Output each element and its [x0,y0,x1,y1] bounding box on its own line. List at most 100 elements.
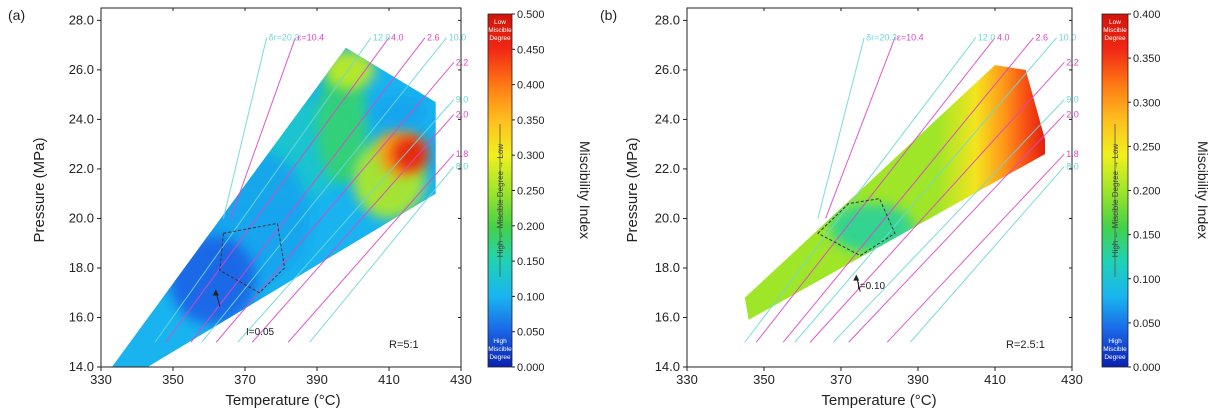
panel-b-y-tick-label-1: 16.0 [655,309,680,324]
panel-a-isoline-0 [222,37,268,219]
panel-b-frame [686,7,1073,368]
panel-a-colorbar-tick-label-9: 0.450 [517,44,545,56]
panel-a-colorbar-tick-label-5: 0.250 [517,186,545,198]
panel-b-colorbar-tick-label-1: 0.050 [1133,318,1161,330]
panel-a-colorbar-tick-label-0: 0.000 [517,362,545,374]
panel-a: (a) δr=20.3ε=10.4 12.0 4.0 2.6 10.0 2.2 9.0 2.0… [8,7,593,409]
panel-b-y-tick-label-6: 26.0 [655,62,680,77]
panel-b-field-patch-0 [829,203,915,254]
panel-a-colorbar-tick-label-7: 0.350 [517,115,545,127]
panel-b-isoline-5 [794,37,1057,343]
panel-a-colorbar: 0.000 0.050 0.100 0.150 0.200 0.250 0.300 0.350… [487,9,545,374]
panel-b-x-tick-label-0: 330 [676,372,698,387]
panel-b-plot-area: δr=20.3 ε=10.4 12.0 4.0 2.6 10.0 2.2 9.0 2.0 1.8 8… [744,33,1079,343]
panel-b-min-label: I=0.10 [857,281,886,292]
panel-b-x-tick-label-2: 370 [830,372,852,387]
panel-a-colorbar-tick-label-3: 0.150 [517,256,545,268]
panel-a-isoline-5 [201,37,447,343]
panel-b-y-axis-title: Pressure (MPa) [624,137,641,242]
panel-a-x-tick-label-2: 370 [234,372,256,387]
panel-b-colorbar-top-text: Low Miscible Degree [1103,19,1127,42]
panel-a-x-tick-label-3: 390 [306,372,328,387]
panel-b-y-tick-label-5: 24.0 [655,111,680,126]
panel-b-colorbar-title: Miscibility Index [1195,141,1208,239]
panel-b-field-base [744,64,1046,320]
panel-a-colorbar-tick-label-4: 0.200 [517,221,545,233]
panel-a-x-tick-label-1: 350 [162,372,184,387]
panel-b-isoline-8 [848,114,1065,343]
panel-a-isoline-label-4: 2.6 [427,33,440,43]
panel-a-isoline-4 [190,37,426,343]
panel-a-axes: 330 350 370 390 410 430 14.0 16.0 18.0 20.0 22.0 24… [69,7,472,387]
panel-a-isoline-6 [215,62,455,343]
panel-b-isoline-label-5: 10.0 [1059,33,1077,43]
panel-a-colorbar-tick-label-6: 0.300 [517,150,545,162]
panel-b-y-tick-label-0: 14.0 [655,359,680,374]
panel-b-isoline-label-8: 2.0 [1066,109,1079,119]
panel-b-colorbar-tick-label-6: 0.300 [1133,97,1161,109]
panel-b-colorbar-arrow-text: High ← Miscible Degree → Low [1111,144,1120,258]
panel-a-isoline-label-10: 8.0 [456,161,469,171]
panel-b: (b) δr=20.3 ε=10.4 12.0 4.0 2.6 10.0 2.2 9.0 2.0… [600,7,1208,409]
panel-a-colorbar-tick-label-10: 0.500 [517,9,545,21]
panel-a-field-patch-7 [392,136,429,172]
panel-b-isoline-4 [782,37,1034,343]
panel-b-isoline-label-9: 1.8 [1066,149,1079,159]
panel-b-x-tick-label-4: 410 [984,372,1006,387]
panel-a-y-tick-label-1: 16.0 [69,309,94,324]
panel-a-isoline-label-7: 9.0 [456,95,469,105]
panel-b-y-tick-label-4: 22.0 [655,161,680,176]
panel-a-isoline-8 [251,114,455,343]
panel-b-min-arrowhead [853,274,860,281]
panel-b-colorbar-tick-label-8: 0.400 [1133,9,1161,21]
panel-a-y-tick-label-5: 24.0 [69,111,94,126]
panel-a-y-tick-label-3: 20.0 [69,210,94,225]
panel-b-isoline-3 [755,37,996,343]
panel-a-x-axis-title: Temperature (°C) [225,392,340,409]
panel-b-min-region [817,198,896,257]
panel-a-isoline-label-6: 2.2 [456,57,469,67]
panel-b-isoline-label-10: 8.0 [1066,161,1079,171]
panel-a-field-patch-3 [317,64,368,184]
panel-b-x-axis-title: Temperature (°C) [821,392,936,409]
panel-a-isoline-label-1: ε=10.4 [297,33,324,43]
panel-b-isoline-1 [825,37,896,219]
panel-a-colorbar-tick-label-2: 0.100 [517,291,545,303]
panel-a-isoline-9 [287,153,455,343]
panel-a-colorbar-bottom-text: High Miscible Degree [488,338,512,361]
panel-b-y-tick-label-2: 18.0 [655,260,680,275]
panel-b-colorbar-tick-label-5: 0.250 [1133,141,1161,153]
panel-a-isoline-label-2: 12.0 [373,33,391,43]
panel-a-isoline-3 [165,37,390,343]
panel-b-isoline-label-7: 9.0 [1066,95,1079,105]
panel-b-ratio-annotation: R=2.5:1 [1006,339,1045,351]
panel-b-isoline-2 [744,37,977,343]
panel-a-colorbar-arrow-text: High ← Miscible Degree → Low [496,144,505,258]
panel-b-isoline-label-2: 12.0 [978,33,996,43]
panel-a-x-tick-label-0: 330 [90,372,112,387]
panel-a-plot-area: δr=20.3ε=10.4 12.0 4.0 2.6 10.0 2.2 9.0 2.0 1.8 8… [111,33,469,367]
panel-b-isoline-label-1: ε=10.4 [897,33,924,43]
panel-b-isoline-0 [817,37,865,219]
panel-b-isoline-6 [809,62,1065,343]
panel-a-x-tick-label-5: 430 [450,372,472,387]
panel-b-isoline-label-0: δr=20.3 [866,33,897,43]
panel-a-isolines [154,37,455,343]
panel-a-colorbar-top-text: Low Miscible Degree [488,19,512,42]
panel-a-field-patch-4 [324,50,375,90]
panel-b-colorbar-tick-label-0: 0.000 [1133,362,1161,374]
panel-b-isoline-9 [886,153,1065,343]
panel-a-min-label: I=0.05 [246,327,275,338]
panel-a-y-tick-label-2: 18.0 [69,260,94,275]
panel-a-isoline-label-3: 4.0 [391,33,404,43]
panel-a-isoline-label-9: 1.8 [456,149,469,159]
panel-a-isoline-1 [230,37,296,219]
panel-a-isoline-2 [154,37,372,343]
panel-b-label: (b) [600,7,617,23]
panel-b-colorbar-tick-label-7: 0.350 [1133,53,1161,65]
panel-b-x-tick-label-3: 390 [907,372,929,387]
panel-b-isoline-10 [909,166,1065,343]
panel-b-isolines [744,37,1065,343]
panel-a-y-tick-label-6: 26.0 [69,62,94,77]
